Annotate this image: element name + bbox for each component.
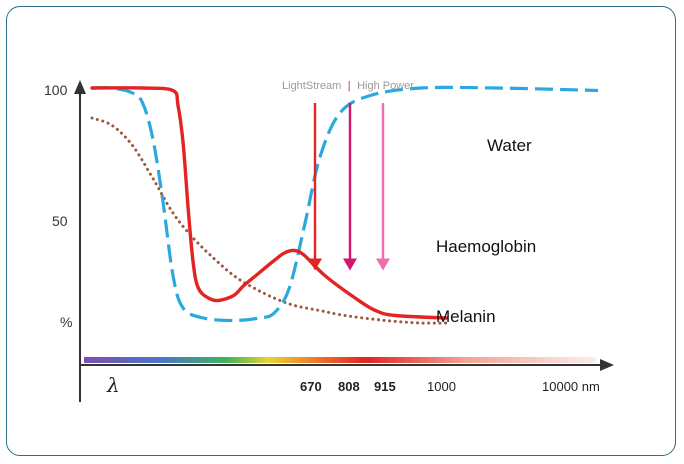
x-tick-915: 915 [374,379,396,394]
annotation-separator: | [348,80,351,92]
arrow-915 [376,103,390,271]
x-tick-10000: 10000 nm [542,379,600,394]
y-axis-arrow [74,80,86,94]
annotation-right: High Power [357,80,414,92]
x-axis-arrow [600,359,614,371]
y-tick-100: 100 [44,82,68,98]
annotation-label: LightStream | High Power [282,76,414,93]
arrow-670 [308,103,322,271]
annotation-left: LightStream [282,80,341,92]
x-tick-808: 808 [338,379,360,394]
series-label-haemoglobin: Haemoglobin [436,237,536,256]
arrow-808 [343,103,357,271]
chart-card [6,6,676,456]
series-line-water [91,85,599,323]
x-tick-670: 670 [300,379,322,394]
x-axis-label: λ [106,373,120,397]
series-label-water: Water [487,136,532,155]
y-tick-50: 50 [52,213,68,229]
series-label-melanin: Melanin [436,307,496,326]
series-line-melanin [90,116,448,325]
x-tick-1000: 1000 [427,379,456,394]
y-axis-label: % [60,314,72,330]
series-line-haemoglobin [90,86,448,320]
spectrum-bar [84,357,596,363]
